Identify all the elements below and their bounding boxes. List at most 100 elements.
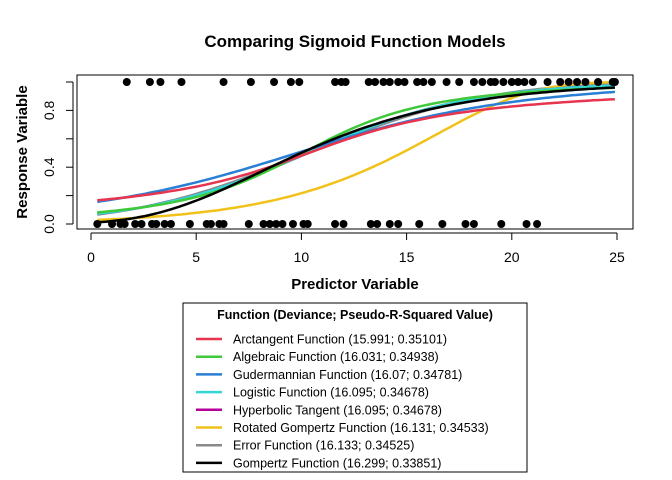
legend-label: Gudermannian Function (16.07; 0.34781) xyxy=(233,368,462,382)
legend-label: Arctangent Function (15.991; 0.35101) xyxy=(233,333,447,347)
data-point xyxy=(461,220,470,228)
data-point xyxy=(455,78,464,86)
legend-label: Rotated Gompertz Function (16.131; 0.345… xyxy=(233,421,489,435)
data-point xyxy=(469,78,478,86)
curve-line xyxy=(97,90,615,204)
data-point xyxy=(528,78,537,86)
x-tick-label: 15 xyxy=(399,249,415,265)
y-axis-label: Response Variable xyxy=(14,85,31,218)
data-point xyxy=(573,78,582,86)
x-tick-label: 0 xyxy=(87,249,95,265)
data-point xyxy=(514,78,523,86)
data-point xyxy=(533,220,542,228)
data-point xyxy=(373,220,382,228)
data-point xyxy=(122,78,131,86)
data-point xyxy=(244,220,253,228)
data-point xyxy=(564,78,573,86)
data-point xyxy=(522,220,531,228)
y-tick-label: 0.4 xyxy=(41,157,57,177)
data-point xyxy=(246,78,255,86)
data-point xyxy=(108,220,117,228)
data-point xyxy=(156,78,165,86)
legend-items: Arctangent Function (15.991; 0.35101) Alg… xyxy=(196,333,489,470)
curve-line xyxy=(97,86,615,214)
chart-title: Comparing Sigmoid Function Models xyxy=(204,32,505,51)
data-point xyxy=(419,78,428,86)
x-axis: 0 5 10 15 20 25 xyxy=(87,232,625,265)
data-point xyxy=(366,220,375,228)
data-point xyxy=(137,220,146,228)
data-point xyxy=(379,78,388,86)
data-point xyxy=(364,78,373,86)
data-point xyxy=(303,220,312,228)
legend-label: Logistic Function (16.095; 0.34678) xyxy=(233,386,429,400)
data-point xyxy=(371,78,380,86)
x-tick-label: 20 xyxy=(504,249,520,265)
legend: Function (Deviance; Pseudo-R-Squared Val… xyxy=(182,302,528,473)
data-point xyxy=(331,78,340,86)
data-point xyxy=(385,220,394,228)
data-point xyxy=(478,78,487,86)
model-curves xyxy=(97,80,615,224)
data-point xyxy=(400,78,409,86)
data-point xyxy=(438,220,447,228)
data-point xyxy=(185,220,194,228)
x-tick-label: 25 xyxy=(609,249,625,265)
legend-label: Error Function (16.133; 0.34525) xyxy=(233,439,414,453)
legend-label: Algebraic Function (16.031; 0.34938) xyxy=(233,350,439,364)
data-point xyxy=(288,220,297,228)
data-point xyxy=(339,220,348,228)
observation-points xyxy=(93,78,619,228)
y-axis: 0.0 0.4 0.8 xyxy=(41,81,74,234)
data-point xyxy=(385,78,394,86)
data-point xyxy=(93,220,102,228)
data-point xyxy=(160,220,169,228)
y-tick-label: 0.0 xyxy=(41,214,57,234)
data-point xyxy=(152,220,161,228)
data-point xyxy=(499,78,508,86)
data-point xyxy=(265,220,274,228)
data-point xyxy=(427,78,436,86)
data-point xyxy=(145,78,154,86)
data-point xyxy=(270,78,279,86)
data-point xyxy=(520,78,529,86)
data-point xyxy=(177,78,186,86)
data-point xyxy=(543,78,552,86)
x-tick-label: 10 xyxy=(294,249,310,265)
data-point xyxy=(286,78,295,86)
legend-label: Hyperbolic Tangent (16.095; 0.34678) xyxy=(233,403,442,417)
data-point xyxy=(331,220,340,228)
data-point xyxy=(415,220,424,228)
data-point xyxy=(206,220,215,228)
data-point xyxy=(507,78,516,86)
curve-line xyxy=(97,97,615,202)
data-point xyxy=(259,220,268,228)
data-point xyxy=(278,220,287,228)
legend-title: Function (Deviance; Pseudo-R-Squared Val… xyxy=(217,308,493,322)
x-axis-label: Predictor Variable xyxy=(291,276,419,293)
data-point xyxy=(497,220,506,228)
data-point xyxy=(594,78,603,86)
data-point xyxy=(581,78,590,86)
data-point xyxy=(219,78,228,86)
y-tick-label: 0.8 xyxy=(41,100,57,120)
data-point xyxy=(120,220,129,228)
legend-label: Gompertz Function (16.299; 0.33851) xyxy=(233,456,441,470)
curve-line xyxy=(97,86,615,224)
x-tick-label: 5 xyxy=(192,249,200,265)
data-point xyxy=(131,220,140,228)
data-point xyxy=(490,78,499,86)
data-point xyxy=(295,78,304,86)
data-point xyxy=(394,78,403,86)
data-point xyxy=(166,220,175,228)
data-point xyxy=(394,220,403,228)
data-point xyxy=(413,78,422,86)
data-point xyxy=(219,220,228,228)
data-point xyxy=(442,78,451,86)
data-point xyxy=(341,78,350,86)
data-point xyxy=(469,220,478,228)
plot-frame xyxy=(76,74,634,230)
data-point xyxy=(556,78,565,86)
data-point xyxy=(610,78,619,86)
